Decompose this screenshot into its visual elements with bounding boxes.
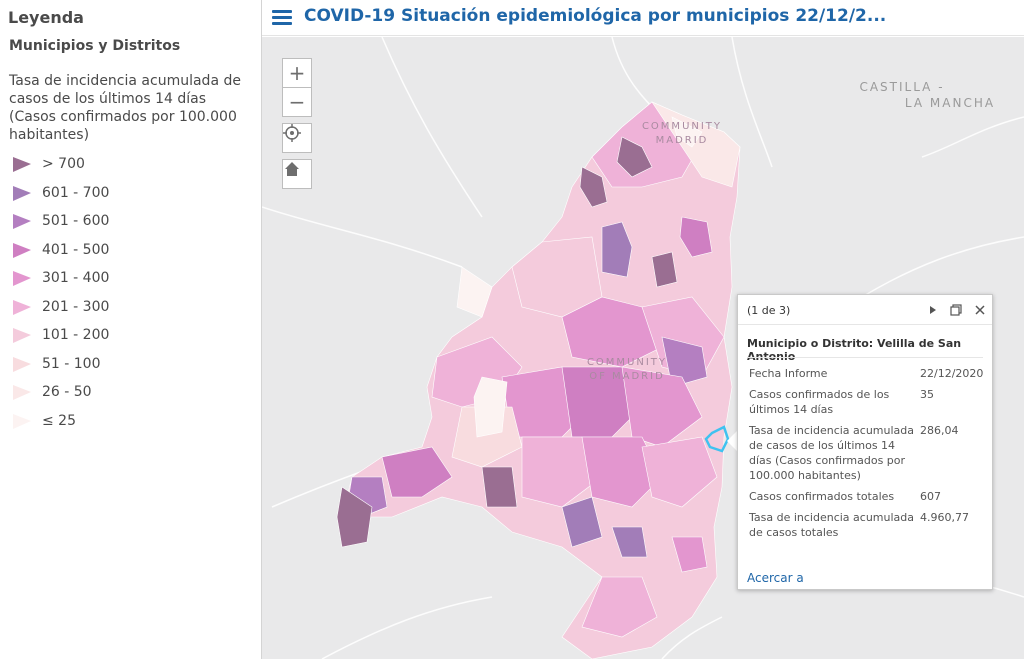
legend-class-item: ≤ 25 [12, 407, 109, 436]
popup-attribute-value: 607 [920, 490, 941, 503]
map-label-region-ne-1: CASTILLA - [859, 80, 944, 94]
map-canvas[interactable]: CASTILLA - LA MANCHA COMMUNITY MADRID CO… [262, 37, 1024, 659]
popup-attribute-value: 286,04 [920, 424, 959, 437]
popup-close-button[interactable] [971, 301, 989, 319]
zoom-out-button[interactable]: − [282, 87, 312, 117]
map-label-center-2: OF MADRID [589, 371, 665, 382]
home-icon [285, 162, 299, 176]
legend-class-label: 401 - 500 [42, 241, 110, 258]
map-label-north-2: MADRID [656, 135, 709, 146]
legend-title: Leyenda [8, 8, 84, 27]
popup-attribute-label: Casos confirmados de los últimos 14 días [749, 388, 890, 416]
map-labels: CASTILLA - LA MANCHA COMMUNITY MADRID CO… [587, 80, 995, 382]
legend-class-label: > 700 [42, 156, 85, 173]
selected-municipality-outline[interactable] [704, 425, 730, 453]
municipality-polygons[interactable] [336, 101, 741, 638]
legend-field-title: Tasa de incidencia acumulada de casos de… [9, 73, 241, 143]
legend-class-list: > 700 601 - 700 501 - 600 401 - 500 301 - 40… [12, 150, 109, 435]
legend-class-item: 101 - 200 [12, 321, 109, 350]
legend-swatch [13, 299, 31, 315]
popup-attribute-value: 22/12/2020 [920, 367, 984, 380]
app-title: COVID-19 Situación epidemiológica por mu… [304, 6, 887, 26]
legend-swatch [13, 185, 31, 201]
popup-dock-button[interactable] [947, 301, 965, 319]
popup-attribute-label: Casos confirmados totales [749, 490, 895, 503]
legend-swatch [13, 214, 31, 230]
legend-panel: Leyenda Municipios y Distritos Tasa de i… [0, 0, 262, 659]
legend-swatch [13, 356, 31, 372]
popup-attribute-value: 35 [920, 388, 934, 401]
popup-attribute-label: Tasa de incidencia acumulada de casos de… [749, 424, 915, 482]
legend-swatch [13, 242, 31, 258]
legend-swatch [13, 157, 31, 173]
legend-class-label: 201 - 300 [42, 298, 110, 315]
popup-header: (1 de 3) [738, 295, 992, 325]
popup-attribute-row: Fecha Informe 22/12/2020 [749, 363, 985, 384]
popup-zoom-to-link[interactable]: Acercar a [747, 571, 804, 585]
legend-class-label: 501 - 600 [42, 213, 110, 230]
dock-window-icon [950, 304, 962, 316]
legend-class-label: 101 - 200 [42, 327, 110, 344]
legend-class-item: 401 - 500 [12, 236, 109, 265]
legend-class-label: 601 - 700 [42, 184, 110, 201]
close-icon [975, 305, 985, 315]
app-header: COVID-19 Situación epidemiológica por mu… [262, 0, 1024, 36]
map-label-region-ne-2: LA MANCHA [905, 96, 995, 110]
legend-class-item: 301 - 400 [12, 264, 109, 293]
legend-class-item: 26 - 50 [12, 378, 109, 407]
home-button[interactable] [282, 159, 312, 189]
play-next-icon [930, 306, 936, 314]
map-label-center-1: COMMUNITY [587, 357, 667, 368]
popup-attribute-row: Casos confirmados de los últimos 14 días… [749, 384, 985, 420]
popup-next-button[interactable] [924, 301, 942, 319]
popup-separator [747, 357, 983, 358]
legend-class-item: > 700 [12, 150, 109, 179]
legend-class-item: 51 - 100 [12, 350, 109, 379]
popup-attribute-label: Tasa de incidencia acumulada de casos to… [749, 511, 915, 539]
legend-class-label: 51 - 100 [42, 355, 101, 372]
legend-class-label: 301 - 400 [42, 270, 110, 287]
popup-feature-count: (1 de 3) [747, 304, 791, 317]
legend-class-item: 501 - 600 [12, 207, 109, 236]
popup-attribute-table: Fecha Informe 22/12/2020 Casos confirmados… [749, 363, 985, 543]
legend-swatch [13, 413, 31, 429]
legend-class-label: ≤ 25 [42, 412, 76, 429]
legend-layer-name: Municipios y Distritos [9, 38, 181, 54]
map-label-north-1: COMMUNITY [642, 121, 722, 132]
legend-class-item: 201 - 300 [12, 293, 109, 322]
popup-attribute-row: Tasa de incidencia acumulada de casos to… [749, 507, 985, 543]
popup-attribute-label: Fecha Informe [749, 367, 828, 380]
popup-heading: Municipio o Distrito: Velilla de San Ant… [747, 337, 962, 363]
locate-crosshair-icon [283, 124, 301, 142]
feature-popup: (1 de 3) Municipio o Distrito: Velilla d… [737, 294, 993, 590]
legend-swatch [13, 271, 31, 287]
legend-swatch [13, 328, 31, 344]
popup-attribute-row: Casos confirmados totales 607 [749, 486, 985, 507]
popup-pointer [727, 431, 737, 451]
hamburger-menu-icon[interactable] [272, 10, 292, 26]
popup-attribute-row: Tasa de incidencia acumulada de casos de… [749, 420, 985, 486]
legend-class-item: 601 - 700 [12, 179, 109, 208]
zoom-in-button[interactable]: + [282, 58, 312, 88]
legend-class-label: 26 - 50 [42, 384, 92, 401]
locate-button[interactable] [282, 123, 312, 153]
legend-swatch [13, 385, 31, 401]
popup-attribute-value: 4.960,77 [920, 511, 969, 524]
